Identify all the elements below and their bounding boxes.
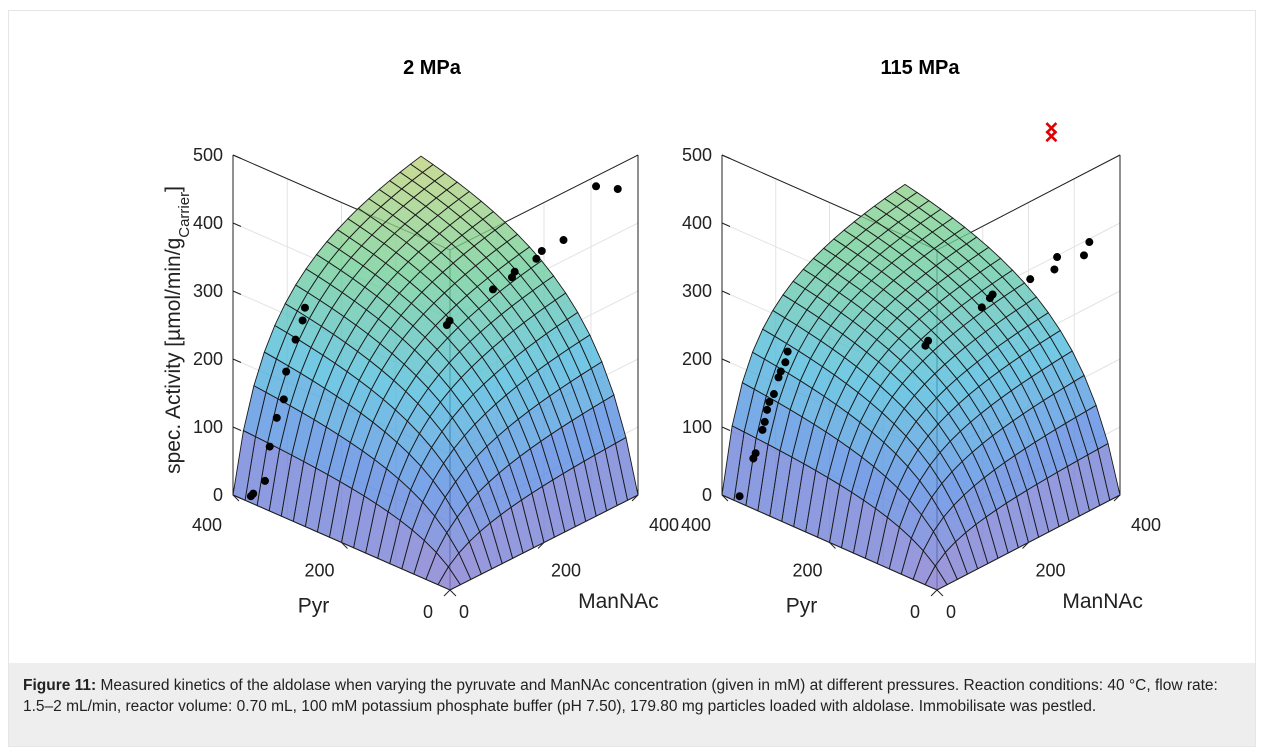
data-point	[265, 442, 274, 451]
z-tick-label: 500	[193, 145, 223, 165]
data-point	[300, 303, 309, 312]
mannac-tick-label: 0	[459, 602, 469, 622]
data-point	[977, 303, 986, 312]
data-point	[559, 236, 568, 245]
panel-title: 2 MPa	[403, 57, 462, 79]
z-tick-label: 400	[682, 213, 712, 233]
z-tick	[232, 290, 242, 295]
figure-plots: 0 100 200 300 400 500 0 200 400 0 200 400 Pyr ManNAc s…	[162, 57, 1161, 622]
z-tick-label: 0	[213, 485, 223, 505]
pyr-tick-label: 200	[304, 561, 334, 581]
z-tick-label: 300	[193, 281, 223, 301]
mannac-tick-label: 0	[946, 602, 956, 622]
caption-text: Measured kinetics of the aldolase when v…	[23, 677, 1218, 715]
pyr-tick-label: 0	[910, 602, 920, 622]
z-tick	[721, 426, 731, 431]
mannac-tick-label: 200	[551, 561, 581, 581]
data-point	[246, 492, 255, 501]
data-point	[442, 320, 451, 329]
data-point	[783, 347, 792, 356]
pyr-tick	[721, 494, 729, 502]
z-tick-label: 200	[193, 349, 223, 369]
z-tick-label: 200	[682, 349, 712, 369]
data-point	[760, 417, 769, 426]
data-point	[613, 185, 622, 193]
z-tick	[721, 154, 731, 159]
data-point	[532, 254, 541, 263]
pyr-tick-label: 200	[792, 561, 822, 581]
data-point	[763, 405, 772, 414]
data-point	[1053, 253, 1062, 262]
data-point	[749, 454, 758, 463]
data-point	[488, 285, 497, 294]
mannac-tick	[443, 589, 451, 597]
data-point	[291, 335, 300, 344]
z-tick	[232, 222, 242, 227]
surface-patch	[894, 183, 918, 200]
mannac-tick	[930, 589, 938, 597]
z-tick-label: 500	[682, 145, 712, 165]
data-point	[507, 273, 516, 282]
data-point	[537, 246, 546, 255]
z-axis-label: spec. Activity [µmol/min/gCarrier]	[162, 186, 193, 474]
mannac-tick-label: 400	[649, 515, 679, 535]
data-point	[758, 425, 767, 434]
pyr-tick	[341, 542, 348, 549]
z-tick	[721, 358, 731, 363]
z-tick-label: 400	[193, 213, 223, 233]
z-tick-label: 300	[682, 281, 712, 301]
floor-edge	[721, 494, 1121, 591]
z-tick	[232, 154, 242, 159]
pyr-tick	[936, 589, 944, 597]
data-point	[1085, 238, 1094, 247]
data-point	[592, 182, 601, 191]
mannac-tick-label: 400	[1131, 515, 1161, 535]
data-point	[1050, 265, 1059, 274]
panel-title: 115 MPa	[881, 57, 961, 79]
pyr-tick-label: 0	[423, 602, 433, 622]
data-point	[774, 373, 783, 382]
pyr-tick	[829, 542, 836, 549]
z-tick	[232, 426, 242, 431]
pyr-tick-label: 400	[681, 515, 711, 535]
figure-caption: Figure 11: Measured kinetics of the aldo…	[9, 663, 1255, 746]
z-tick-label: 0	[702, 485, 712, 505]
z-tick	[232, 358, 242, 363]
pyr-tick	[232, 494, 240, 502]
z-tick-label: 100	[682, 417, 712, 437]
data-point	[781, 358, 790, 367]
pyr-tick	[449, 589, 457, 597]
mannac-axis-label: ManNAc	[578, 590, 659, 613]
mannac-tick-label: 200	[1035, 561, 1065, 581]
surface-patch	[409, 155, 434, 173]
data-point	[272, 413, 281, 422]
data-point	[921, 341, 930, 350]
data-point	[769, 390, 778, 399]
pyr-axis-label: Pyr	[786, 595, 818, 618]
z-tick	[721, 290, 731, 295]
data-point	[735, 492, 744, 501]
floor-edge	[232, 494, 639, 591]
pyr-tick-label: 400	[192, 515, 222, 535]
data-point	[985, 294, 994, 303]
caption-label: Figure 11:	[23, 677, 97, 694]
data-point	[261, 476, 269, 485]
data-point	[1026, 275, 1035, 284]
data-point	[298, 316, 307, 325]
mannac-axis-label: ManNAc	[1062, 590, 1143, 613]
pyr-axis-label: Pyr	[298, 595, 330, 618]
panel-115mpa: 0 100 200 300 400 500 0 200 400 0 200 400 Pyr ManNAc 1…	[681, 57, 1161, 622]
z-tick-label: 100	[193, 417, 223, 437]
data-point	[279, 395, 288, 404]
data-point	[1079, 251, 1088, 260]
data-point	[765, 397, 774, 406]
outlier-marker	[1045, 130, 1058, 143]
z-tick	[721, 222, 731, 227]
data-point	[282, 367, 291, 376]
panel-2mpa: 0 100 200 300 400 500 0 200 400 0 200 400 Pyr ManNAc s…	[162, 57, 679, 622]
